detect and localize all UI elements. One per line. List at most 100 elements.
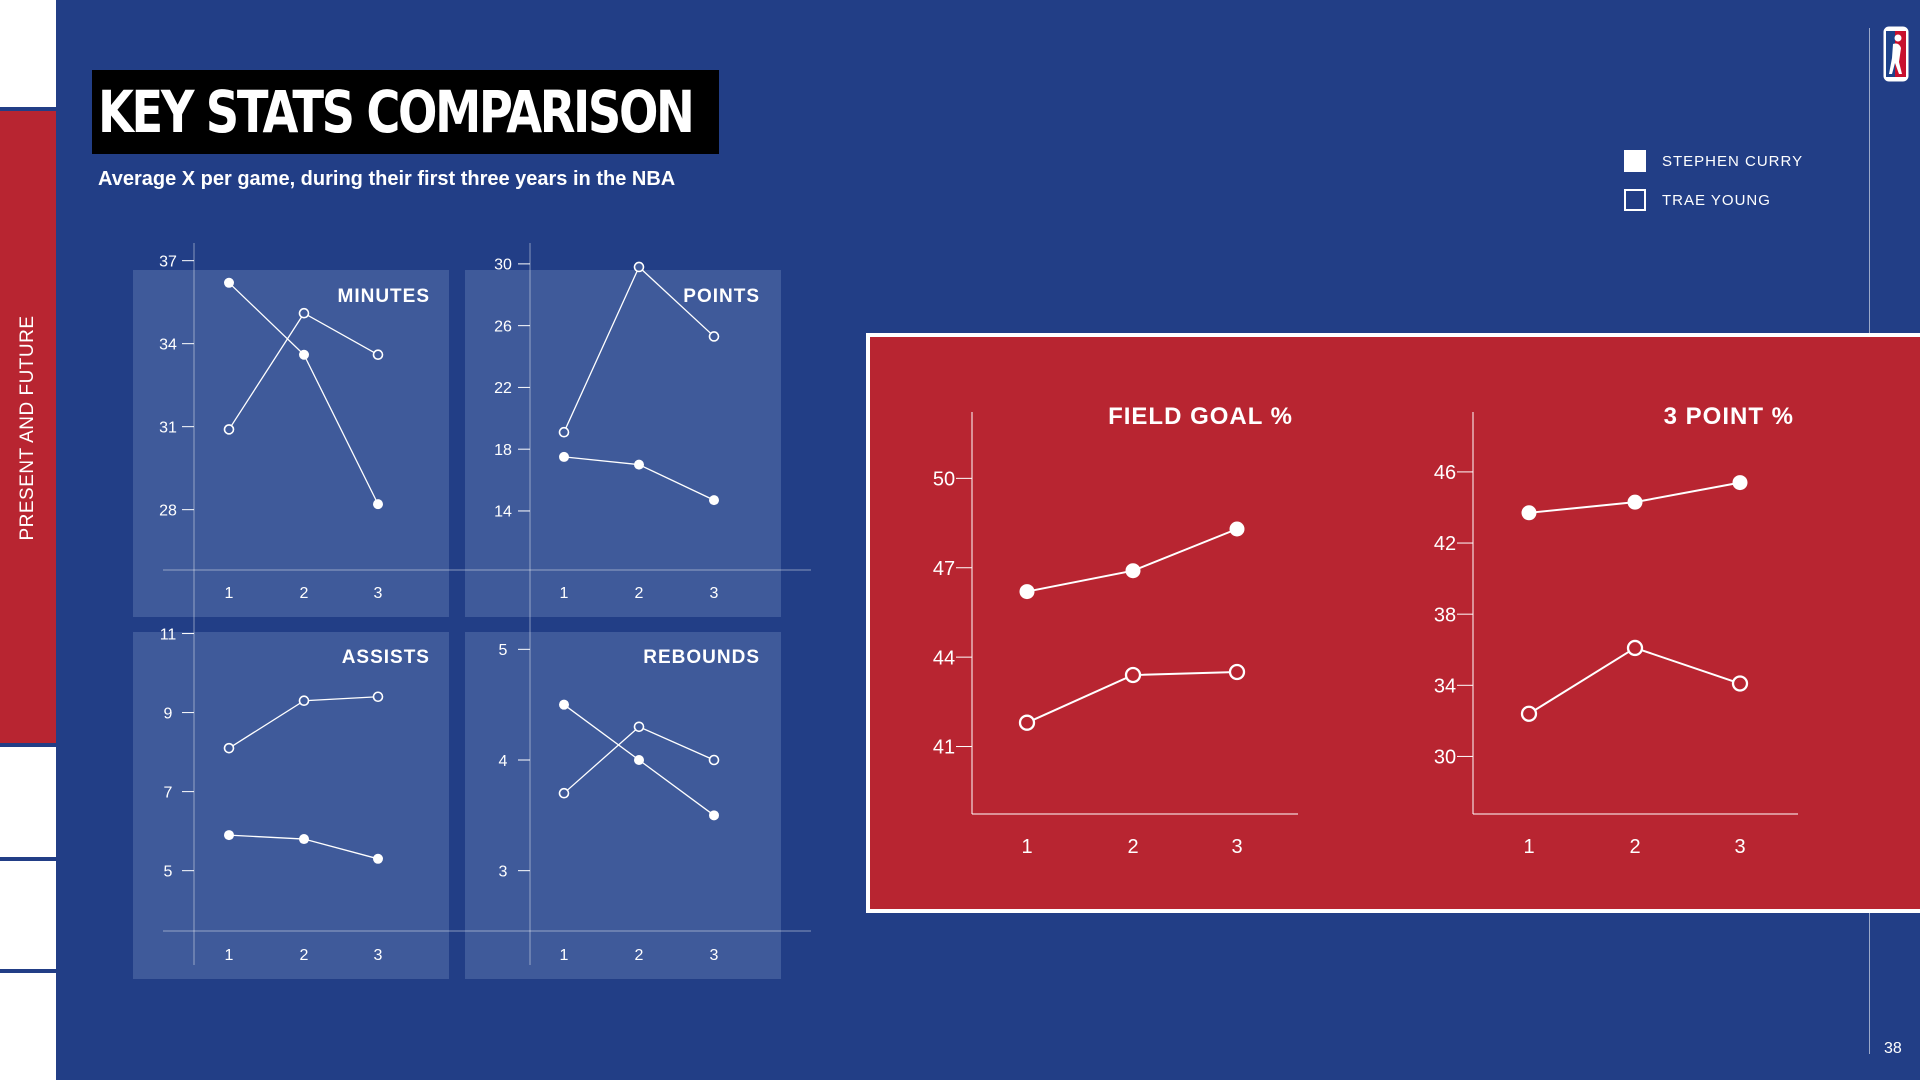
data-point-filled bbox=[224, 277, 234, 288]
x-tick-label: 1 bbox=[225, 585, 234, 602]
chart-minutes: MINUTES 37 34 31 28 1 2 3 bbox=[159, 253, 429, 602]
chart-title: FIELD GOAL % bbox=[1108, 403, 1293, 430]
data-point-filled bbox=[1125, 563, 1141, 579]
x-tick-label: 2 bbox=[635, 585, 644, 602]
series-trae-young bbox=[558, 721, 720, 799]
x-tick-label: 2 bbox=[635, 947, 644, 964]
y-tick-label: 34 bbox=[1434, 675, 1456, 697]
x-tick-label: 1 bbox=[560, 947, 569, 964]
chart-3-point: 3 POINT % 46 42 38 34 30 1 2 3 bbox=[1434, 403, 1798, 858]
data-point-filled bbox=[373, 853, 383, 864]
y-tick-label: 37 bbox=[159, 253, 177, 270]
side-divider bbox=[0, 107, 56, 111]
chart-rebounds: REBOUNDS 5 4 3 1 2 3 bbox=[499, 642, 759, 964]
x-tick-label: 1 bbox=[560, 585, 569, 602]
legend-swatch-hollow bbox=[1624, 189, 1646, 211]
chart-points: POINTS 30 26 22 18 14 1 2 3 bbox=[494, 257, 760, 602]
side-strip: PRESENT AND FUTURE bbox=[0, 0, 56, 1080]
subtitle-text-end: years in the NBA bbox=[509, 168, 676, 190]
x-tick-label: 3 bbox=[710, 585, 719, 602]
y-tick-label: 4 bbox=[499, 753, 508, 770]
legend: STEPHEN CURRY TRAE YOUNG bbox=[1624, 148, 1803, 226]
y-tick-label: 50 bbox=[933, 469, 955, 491]
x-tick-label: 2 bbox=[300, 585, 309, 602]
y-tick-label: 7 bbox=[164, 784, 173, 801]
data-point-hollow bbox=[372, 691, 384, 703]
chart-assists: ASSISTS 11 9 7 5 1 2 3 bbox=[160, 626, 430, 964]
y-tick-label: 5 bbox=[164, 863, 173, 880]
x-tick-label: 2 bbox=[300, 947, 309, 964]
data-point-filled bbox=[373, 499, 383, 510]
x-tick-label: 3 bbox=[374, 585, 383, 602]
series-trae-young bbox=[223, 691, 384, 754]
data-point-hollow bbox=[1626, 639, 1644, 657]
data-point-filled bbox=[1019, 584, 1035, 600]
data-point-hollow bbox=[223, 424, 235, 435]
y-tick-label: 11 bbox=[160, 626, 177, 643]
title-banner: KEY STATS COMPARISON bbox=[92, 70, 720, 154]
chart-title: 3 POINT % bbox=[1664, 403, 1794, 430]
data-point-filled bbox=[224, 830, 234, 841]
data-point-filled bbox=[299, 349, 309, 360]
stat-panel bbox=[133, 270, 449, 617]
y-tick-label: 34 bbox=[159, 336, 177, 353]
data-point-hollow bbox=[1731, 675, 1749, 692]
y-tick-label: 9 bbox=[164, 705, 173, 722]
stat-panel bbox=[133, 632, 449, 979]
data-point-filled bbox=[559, 451, 569, 462]
nba-logo-icon bbox=[1883, 26, 1909, 82]
y-tick-label: 38 bbox=[1434, 604, 1456, 626]
data-point-filled bbox=[1732, 475, 1748, 491]
series-stephen-curry bbox=[224, 277, 383, 510]
data-point-hollow bbox=[1520, 705, 1538, 722]
x-tick-label: 1 bbox=[1021, 836, 1032, 858]
y-tick-label: 28 bbox=[159, 502, 177, 519]
subtitle-emphasis: three bbox=[460, 168, 510, 190]
series-line bbox=[1528, 646, 1741, 715]
data-point-filled bbox=[709, 495, 719, 506]
chart-title: ASSISTS bbox=[342, 647, 430, 668]
chart-title: POINTS bbox=[683, 286, 760, 307]
y-tick-label: 22 bbox=[494, 380, 512, 397]
y-tick-label: 47 bbox=[933, 558, 955, 580]
series-trae-young bbox=[558, 261, 720, 438]
x-tick-label: 1 bbox=[1523, 836, 1534, 858]
data-point-filled bbox=[1229, 521, 1245, 537]
y-tick-label: 31 bbox=[159, 419, 177, 436]
data-point-filled bbox=[709, 810, 719, 821]
data-point-hollow bbox=[558, 426, 570, 438]
y-tick-label: 30 bbox=[494, 257, 512, 274]
x-tick-label: 3 bbox=[1231, 836, 1242, 858]
data-point-hollow bbox=[298, 695, 310, 707]
series-stephen-curry bbox=[559, 451, 719, 506]
data-point-filled bbox=[299, 834, 309, 845]
series-trae-young bbox=[1520, 639, 1749, 722]
x-tick-label: 3 bbox=[1734, 836, 1745, 858]
x-tick-label: 3 bbox=[374, 947, 383, 964]
data-point-filled bbox=[1627, 494, 1643, 510]
y-tick-label: 3 bbox=[499, 863, 508, 880]
data-point-hollow bbox=[223, 742, 235, 754]
percent-panel bbox=[866, 333, 1920, 913]
page-title: KEY STATS COMPARISON bbox=[98, 78, 695, 146]
data-point-hollow bbox=[633, 721, 645, 733]
y-tick-label: 18 bbox=[494, 442, 512, 459]
data-point-filled bbox=[634, 755, 644, 765]
y-tick-label: 46 bbox=[1434, 462, 1456, 484]
y-tick-label: 26 bbox=[494, 318, 512, 335]
y-tick-label: 30 bbox=[1434, 747, 1456, 769]
series-stephen-curry bbox=[559, 699, 719, 821]
x-tick-label: 1 bbox=[225, 947, 234, 964]
side-divider bbox=[0, 969, 56, 973]
page-subtitle: Average X per game, during their first t… bbox=[98, 168, 675, 191]
y-tick-label: 44 bbox=[933, 647, 955, 669]
stat-panel bbox=[465, 632, 781, 979]
legend-item-curry: STEPHEN CURRY bbox=[1624, 148, 1803, 174]
data-point-hollow bbox=[372, 349, 384, 361]
series-stephen-curry bbox=[1521, 475, 1748, 521]
series-trae-young bbox=[1018, 663, 1246, 731]
y-tick-label: 14 bbox=[494, 504, 512, 521]
data-point-hollow bbox=[708, 331, 720, 342]
data-point-filled bbox=[1521, 505, 1537, 521]
